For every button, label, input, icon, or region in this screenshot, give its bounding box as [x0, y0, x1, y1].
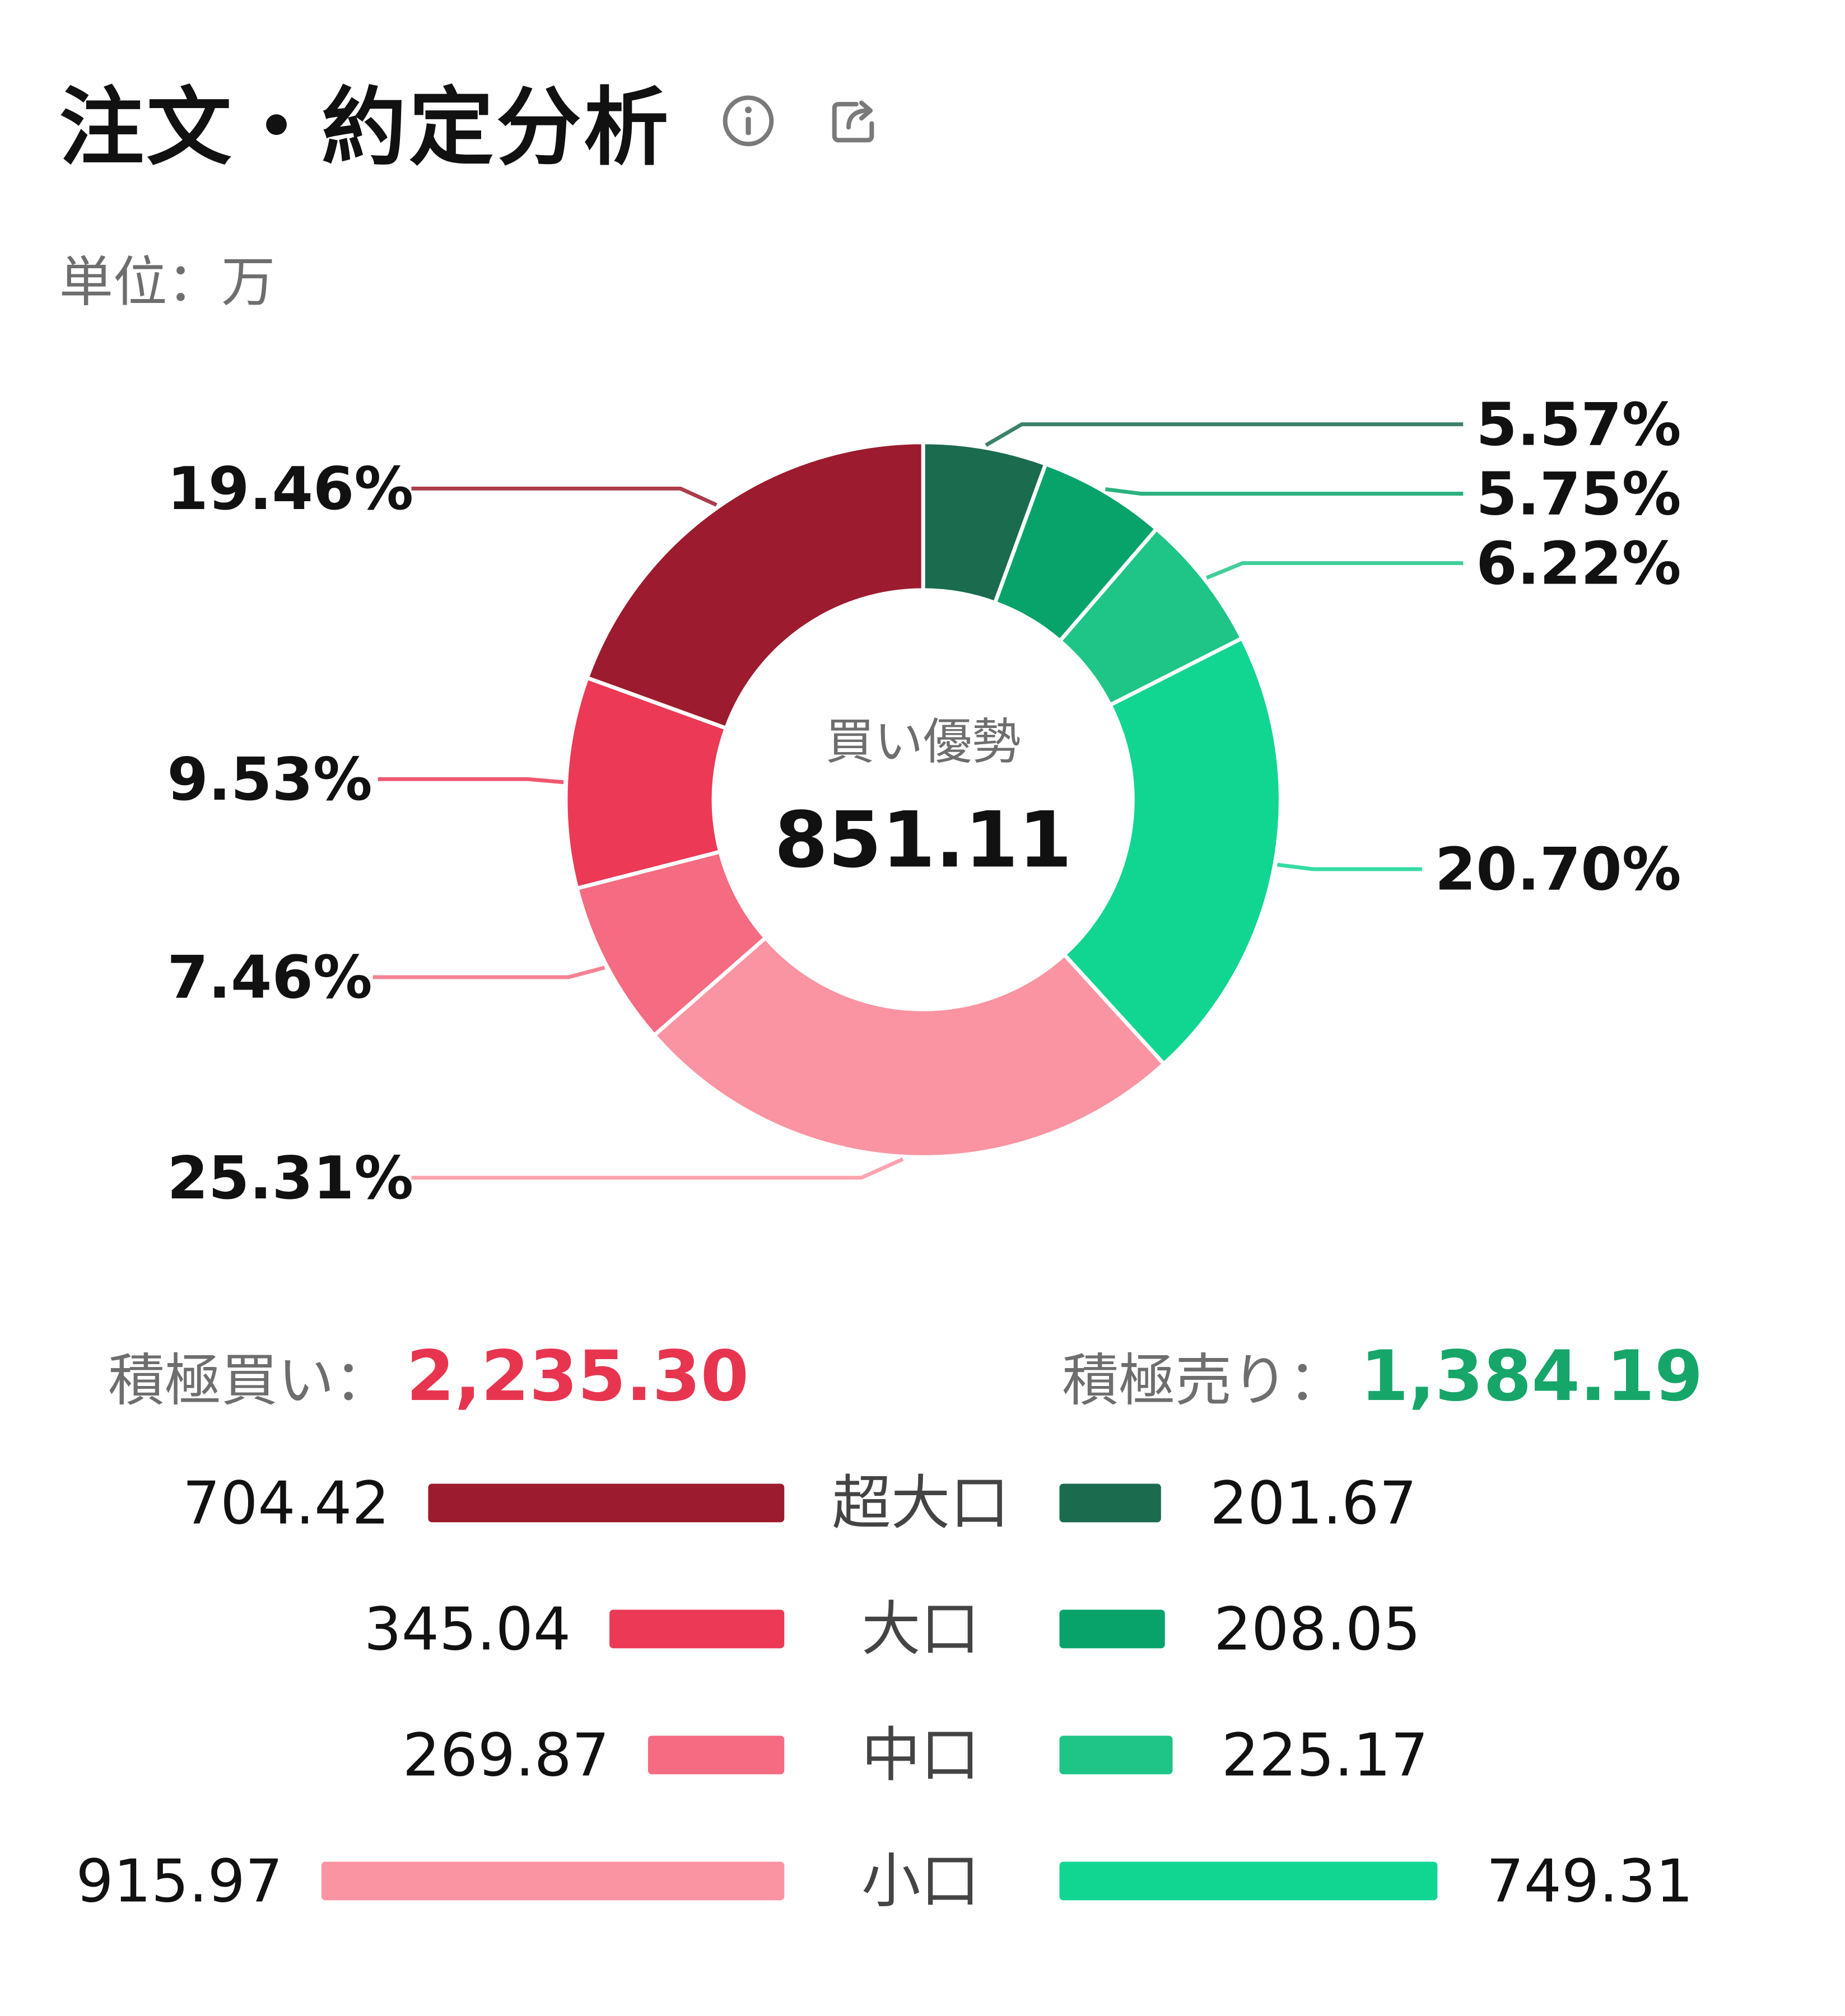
buy-total-value: 2,235.30 — [406, 1335, 749, 1416]
sell-value: 225.17 — [1221, 1720, 1429, 1790]
buy-value: 269.87 — [402, 1720, 610, 1790]
sell-total-value: 1,384.19 — [1360, 1335, 1703, 1416]
buy-bar — [647, 1735, 785, 1775]
buy-value: 345.04 — [364, 1594, 571, 1664]
donut-slice — [584, 440, 925, 731]
donut-slice — [1061, 636, 1283, 1067]
category-label: 小口 — [861, 1846, 980, 1916]
sell-bar — [1059, 1861, 1438, 1901]
info-icon[interactable] — [720, 92, 776, 149]
category-label: 中口 — [861, 1720, 980, 1790]
page-title: 注文・約定分析 — [59, 78, 672, 178]
leader-line — [372, 965, 605, 979]
sell-bar — [1059, 1609, 1165, 1649]
leader-line — [1205, 561, 1464, 580]
unit-label: 単位：万 — [59, 250, 276, 314]
breakdown-bars: 704.42 超大口 201.67 345.04 大口 208.05 269.8… — [0, 1440, 1845, 1980]
breakdown-row: 269.87 中口 225.17 — [0, 1692, 1845, 1818]
slice-percent-label: 5.57% — [1476, 390, 1681, 459]
sell-bar — [1059, 1483, 1161, 1523]
donut-slice — [563, 675, 729, 891]
buy-bar — [428, 1483, 785, 1523]
header: 注文・約定分析 — [59, 67, 882, 178]
sell-total-label: 積極売り： — [1062, 1348, 1345, 1415]
buy-bar — [321, 1861, 785, 1901]
slice-percent-label: 19.46% — [167, 454, 413, 523]
breakdown-row: 704.42 超大口 201.67 — [0, 1440, 1845, 1566]
center-caption: 買い優勢 — [826, 713, 1021, 771]
donut-chart: 5.57%5.75%6.22% 20.70% 25.31% 7.46% 9.53% 19.… — [167, 390, 1681, 1212]
buy-total-label: 積極買い： — [108, 1348, 391, 1415]
slice-percent-label: 9.53% — [167, 745, 372, 814]
sell-value: 201.67 — [1210, 1468, 1417, 1538]
sell-value: 208.05 — [1213, 1594, 1421, 1664]
sell-total: 積極売り： 1,384.19 — [1062, 1324, 1703, 1427]
breakdown-row: 345.04 大口 208.05 — [0, 1566, 1845, 1692]
donut-slice — [651, 935, 1167, 1159]
leader-line — [1105, 487, 1464, 496]
share-icon[interactable] — [826, 92, 882, 149]
slice-percent-label: 20.70% — [1435, 835, 1681, 904]
sell-value: 749.31 — [1486, 1846, 1694, 1916]
breakdown-row: 915.97 小口 749.31 — [0, 1818, 1845, 1944]
buy-total: 積極買い： 2,235.30 — [108, 1324, 749, 1427]
slice-percent-label: 7.46% — [167, 943, 372, 1012]
leader-line — [1276, 862, 1422, 871]
leader-line — [985, 422, 1464, 447]
category-label: 大口 — [861, 1594, 980, 1664]
leader-line — [411, 1157, 904, 1180]
slice-percent-label: 25.31% — [167, 1144, 413, 1212]
leader-line — [378, 777, 564, 785]
center-value: 851.11 — [774, 795, 1071, 885]
slice-percent-label: 6.22% — [1476, 529, 1681, 598]
buy-value: 704.42 — [183, 1468, 390, 1538]
buy-bar — [609, 1609, 785, 1649]
slice-percent-label: 5.75% — [1476, 459, 1681, 528]
category-label: 超大口 — [832, 1468, 1009, 1538]
leader-line — [411, 486, 718, 507]
sell-bar — [1059, 1735, 1173, 1775]
buy-value: 915.97 — [76, 1846, 283, 1916]
